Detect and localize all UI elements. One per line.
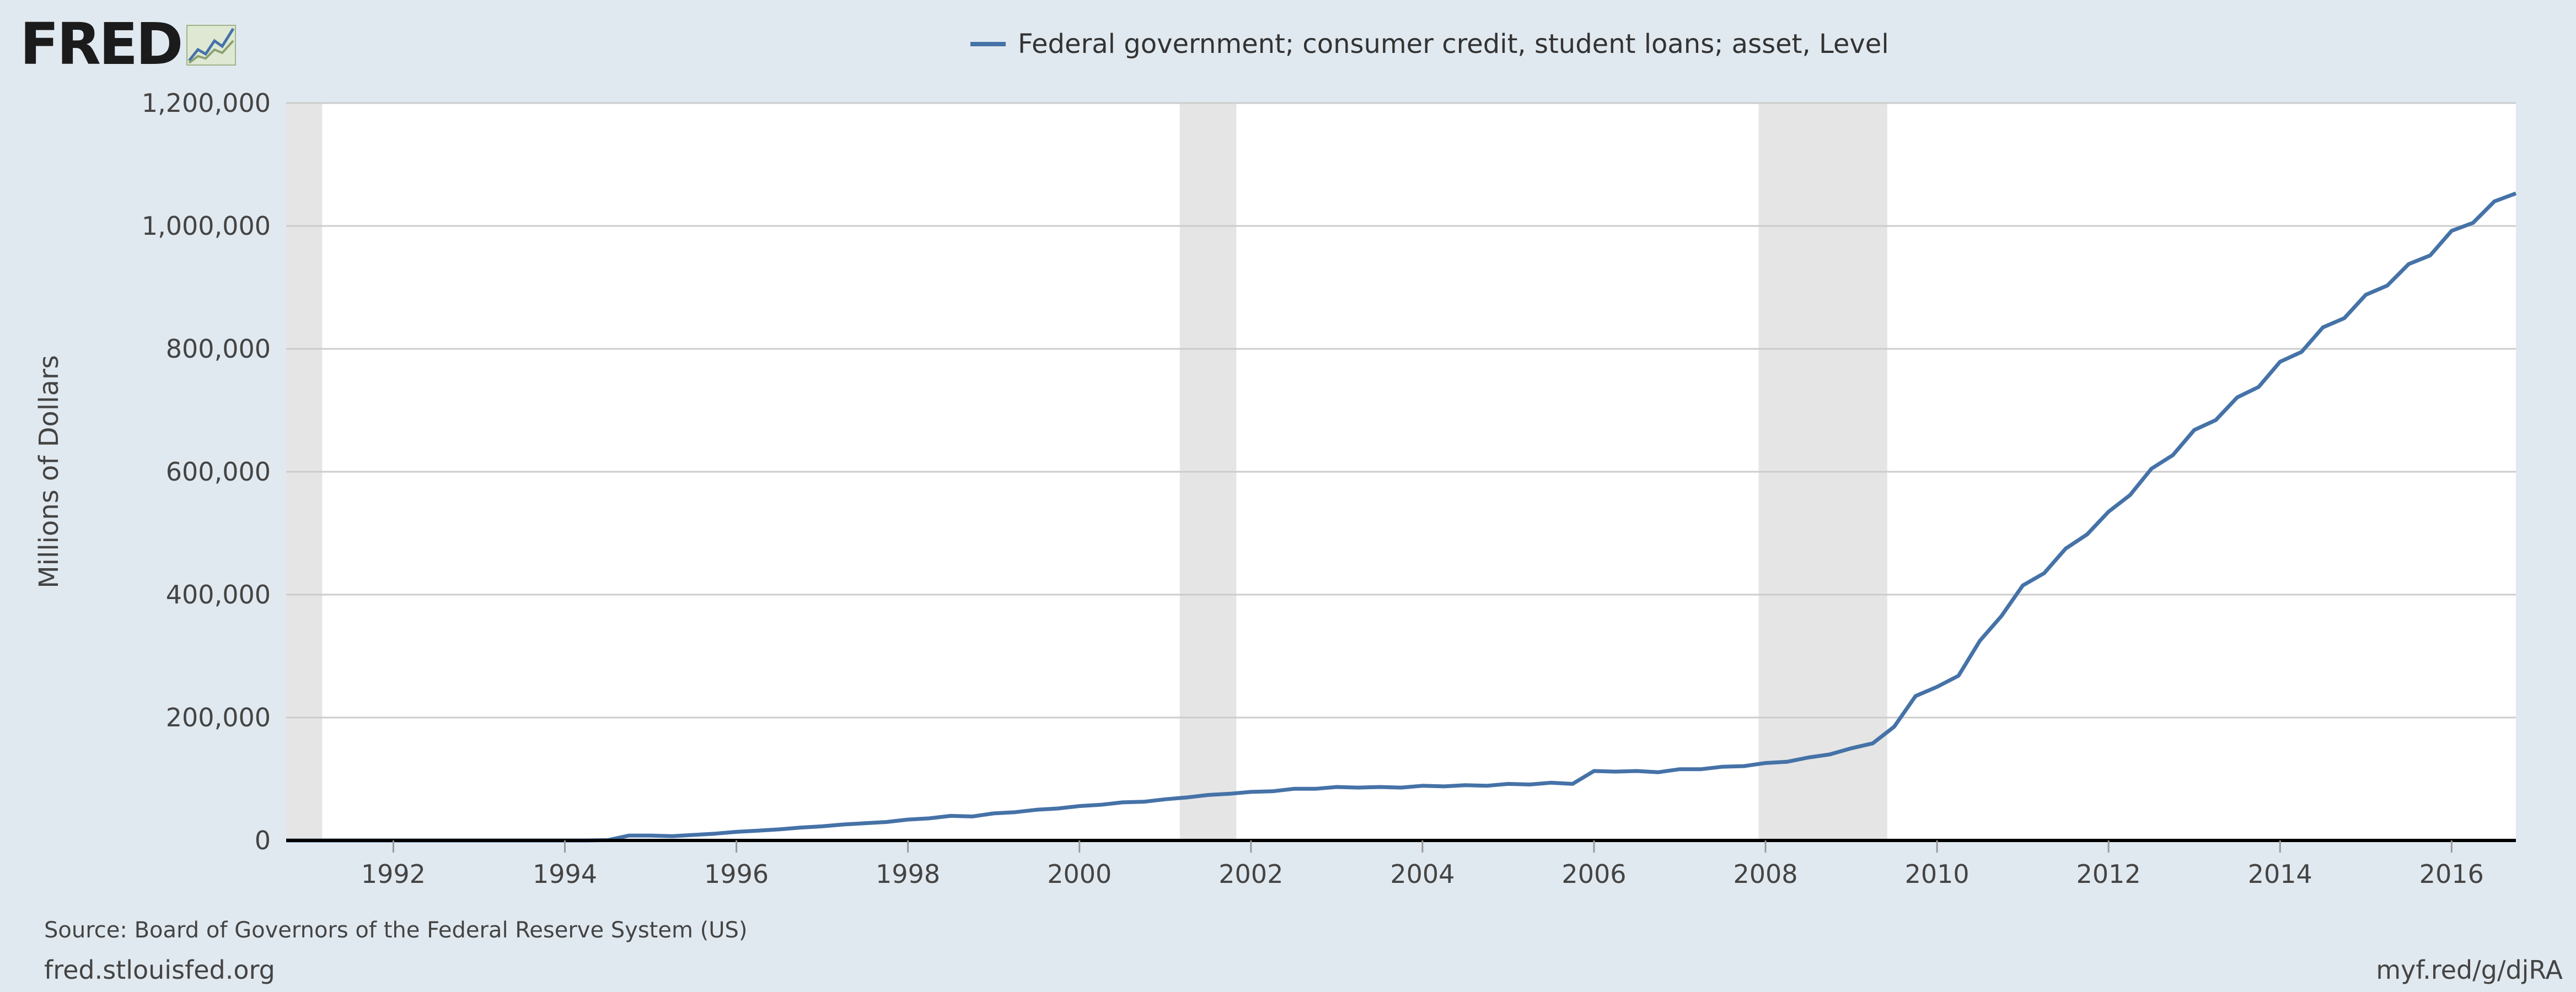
x-tick-label: 2014 <box>2248 859 2312 889</box>
chart-line-icon <box>186 25 236 66</box>
x-tick-label: 2010 <box>1905 859 1969 889</box>
fred-logo-text: FRED <box>20 10 183 78</box>
x-tick-label: 2012 <box>2076 859 2141 889</box>
x-tick-label: 1998 <box>876 859 940 889</box>
x-tick-label: 2006 <box>1561 859 1626 889</box>
short-link[interactable]: myf.red/g/djRA <box>2376 955 2563 985</box>
site-link[interactable]: fred.stlouisfed.org <box>44 955 275 985</box>
y-tick-label: 400,000 <box>166 580 271 610</box>
chart-legend: Federal government; consumer credit, stu… <box>970 24 1889 64</box>
x-tick-label: 2016 <box>2419 859 2484 889</box>
y-tick-label: 1,200,000 <box>142 88 271 118</box>
y-tick-label: 0 <box>255 826 271 855</box>
y-tick-label: 200,000 <box>166 703 271 732</box>
x-tick-label: 2002 <box>1219 859 1283 889</box>
x-tick-label: 2000 <box>1047 859 1112 889</box>
y-tick-label: 1,000,000 <box>142 211 271 241</box>
x-tick-label: 1996 <box>704 859 769 889</box>
series-line <box>286 191 2517 843</box>
source-note: Source: Board of Governors of the Federa… <box>44 918 748 943</box>
legend-swatch <box>970 42 1006 46</box>
x-tick-label: 2008 <box>1733 859 1797 889</box>
legend-label: Federal government; consumer credit, stu… <box>1018 29 1889 60</box>
x-tick-label: 2004 <box>1390 859 1455 889</box>
y-tick-label: 600,000 <box>166 457 271 487</box>
x-tick-label: 1994 <box>533 859 597 889</box>
y-tick-label: 800,000 <box>166 334 271 364</box>
fred-logo[interactable]: FRED <box>20 15 237 73</box>
x-tick-label: 1992 <box>361 859 426 889</box>
y-axis-label: Millions of Dollars <box>34 355 65 589</box>
line-chart: 0 200,000 400,000 600,000 800,000 1,000,000 1,… <box>34 88 2517 889</box>
